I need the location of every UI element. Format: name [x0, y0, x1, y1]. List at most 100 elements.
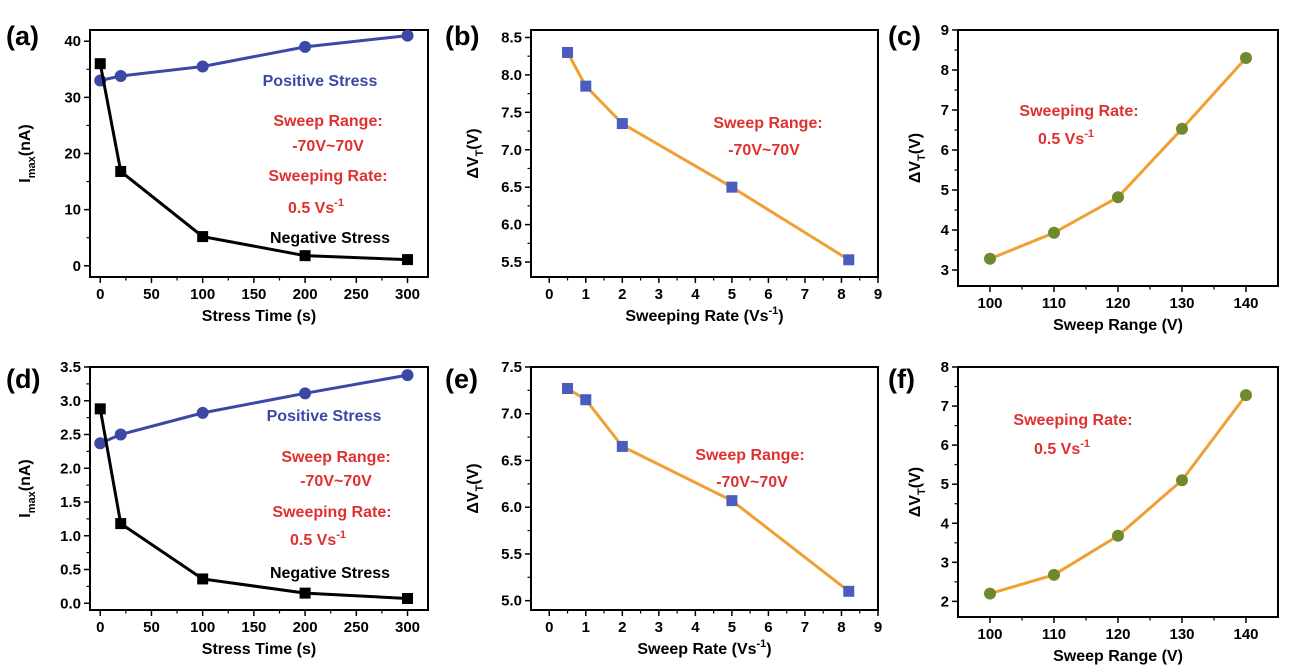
annotation: -70V~70V [300, 473, 372, 490]
x-tick-label: 150 [241, 286, 266, 303]
y-tick-label: 6.0 [501, 499, 522, 516]
x-axis-title: Sweeping Rate (Vs-1) [625, 305, 783, 325]
series-negative-stress [94, 58, 414, 266]
annotation: Sweeping Rate: [1013, 412, 1132, 429]
y-tick-label: 1.0 [60, 528, 81, 545]
x-tick-label: 300 [395, 619, 420, 636]
y-tick-label: 5.0 [501, 593, 522, 610]
x-axis-title: Sweep Range (V) [1053, 648, 1183, 665]
y-tick-label: 3.5 [60, 359, 81, 376]
y-tick-label: 6 [941, 437, 949, 454]
panel-label: (f) [888, 364, 915, 394]
y-tick-label: 8.0 [501, 67, 522, 84]
y-tick-label: 5 [941, 182, 949, 199]
x-tick-label: 2 [618, 286, 626, 303]
annotation: 0.5 Vs-1 [1034, 438, 1090, 458]
plot-frame [530, 29, 879, 278]
data-point [94, 437, 107, 450]
y-tick-label: 3 [941, 554, 949, 571]
x-tick-label: 110 [1042, 295, 1066, 312]
y-tick-label: 2 [941, 593, 949, 610]
x-tick-label: 130 [1169, 626, 1194, 643]
data-point [562, 46, 574, 58]
x-tick-label: 8 [837, 619, 845, 636]
x-tick-label: 50 [143, 619, 160, 636]
x-tick-label: 4 [691, 619, 700, 636]
y-tick-label: 7.0 [501, 142, 522, 159]
x-tick-label: 6 [764, 286, 772, 303]
data-point [1176, 122, 1188, 135]
data-point [580, 394, 592, 406]
data-point [402, 254, 414, 266]
data-point [401, 369, 414, 382]
annotation: Sweeping Rate: [1019, 103, 1138, 120]
y-tick-label: 6.5 [501, 179, 522, 196]
data-point [402, 593, 414, 605]
x-tick-label: 0 [545, 286, 553, 303]
annotation: Negative Stress [270, 230, 390, 247]
x-tick-label: 5 [728, 286, 736, 303]
y-tick-label: 7.5 [501, 359, 522, 376]
annotation: Sweeping Rate: [268, 168, 387, 185]
data-point [726, 181, 738, 193]
data-point [94, 58, 106, 70]
y-tick-label: 8 [941, 62, 949, 79]
x-tick-label: 120 [1105, 295, 1130, 312]
y-tick-label: 1.5 [60, 494, 81, 511]
annotation: 0.5 Vs-1 [1038, 128, 1094, 148]
data-point [616, 440, 628, 452]
y-tick-label: 7.0 [501, 406, 522, 423]
panel-d: 0 50 100 150 200 250 300 0.0 0.5 1.0 1.5 2.0 2.5 3.0 3… [6, 359, 429, 658]
y-tick-label: 4 [941, 515, 950, 532]
data-point [843, 585, 855, 597]
x-tick-label: 250 [344, 286, 369, 303]
y-axis-title: ΔVT(V) [907, 133, 928, 183]
x-tick-label: 4 [691, 286, 700, 303]
x-tick-label: 100 [190, 286, 215, 303]
y-tick-label: 0.5 [60, 562, 81, 579]
x-axis-title: Stress Time (s) [202, 308, 316, 325]
y-tick-label: 5 [941, 476, 949, 493]
plot-frame [957, 29, 1279, 287]
series-main [984, 52, 1252, 265]
x-tick-label: 8 [837, 286, 845, 303]
series-positive-stress [94, 369, 414, 450]
data-point [1240, 52, 1252, 64]
data-point [984, 587, 996, 600]
series-line [566, 387, 850, 593]
x-tick-label: 9 [874, 619, 882, 636]
data-point [197, 231, 209, 243]
annotation: Sweep Range: [713, 115, 822, 132]
x-axis-title: Sweep Rate (Vs-1) [637, 638, 771, 658]
x-tick-label: 100 [977, 295, 1002, 312]
data-point [1240, 389, 1252, 402]
x-tick-label: 200 [293, 286, 318, 303]
x-tick-label: 3 [655, 619, 663, 636]
x-tick-label: 7 [801, 619, 809, 636]
panel-f: 100 110 120 130 140 2 3 4 5 6 7 8 Sweep Range (V) ΔVT… [888, 359, 1279, 665]
series-main [562, 382, 855, 597]
y-tick-label: 5.5 [501, 254, 522, 271]
x-tick-label: 0 [96, 619, 104, 636]
x-tick-label: 110 [1042, 626, 1066, 643]
x-tick-label: 7 [801, 286, 809, 303]
y-axis-title: ΔVT(V) [907, 467, 928, 517]
y-axis-title: ΔVT(V) [465, 463, 486, 513]
x-axis-title: Stress Time (s) [202, 641, 316, 658]
data-point [196, 406, 209, 419]
x-tick-label: 200 [293, 619, 318, 636]
x-tick-label: 6 [764, 619, 772, 636]
x-tick-label: 140 [1233, 626, 1258, 643]
panel-c: 100 110 120 130 140 3 4 5 6 7 8 9 Sweep Range (V) ΔVT… [888, 21, 1279, 334]
x-tick-label: 140 [1233, 295, 1258, 312]
annotation: -70V~70V [728, 142, 800, 159]
x-tick-label: 1 [582, 286, 590, 303]
annotation: Positive Stress [267, 408, 382, 425]
annotation: Sweeping Rate: [272, 504, 391, 521]
data-point [1048, 568, 1060, 581]
annotation: Sweep Range: [695, 447, 804, 464]
y-axis-title: ΔVT(V) [465, 128, 486, 178]
y-tick-label: 8.5 [501, 29, 522, 46]
series-main [562, 46, 855, 266]
y-tick-label: 3.0 [60, 393, 81, 410]
